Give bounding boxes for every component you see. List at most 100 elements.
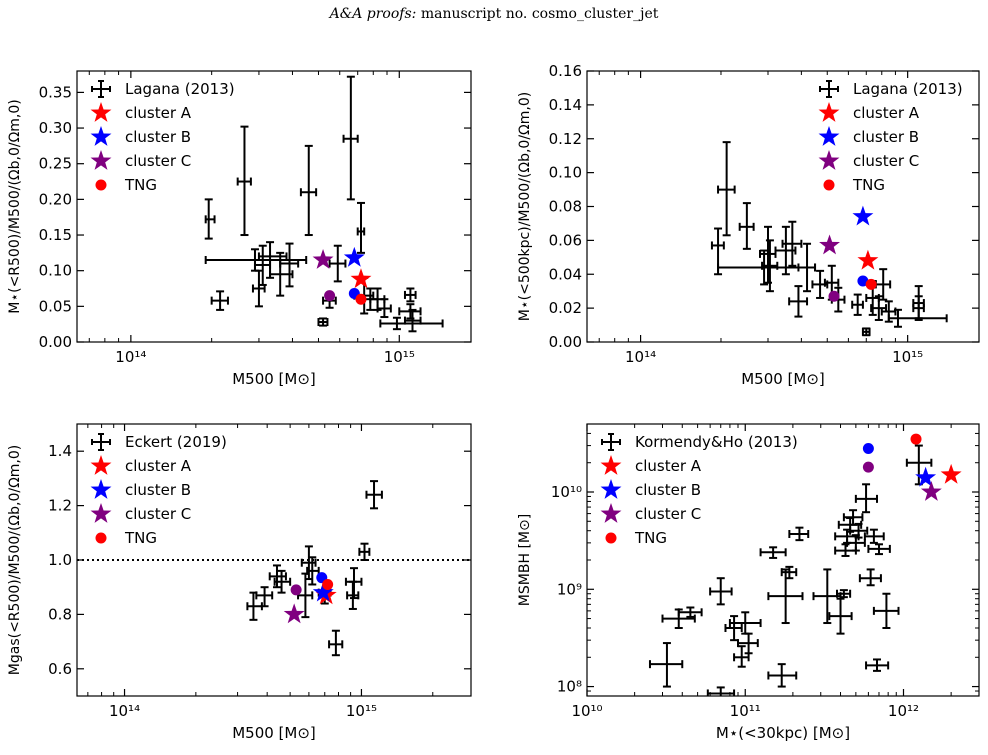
y-tick-label: 10⁹ <box>557 580 582 598</box>
legend-dot-icon <box>95 532 107 544</box>
errorbar-point <box>849 522 869 539</box>
marker-dot-tng <box>322 578 334 590</box>
legend-star-icon <box>818 150 840 170</box>
legend-label: cluster C <box>853 152 919 170</box>
panel-bl: 10¹⁴ 10¹⁵ 0.6 0.8 1.0 1.2 1.4 M500 [M⊙] Mgas(<R5… <box>7 423 472 742</box>
errorbar-point <box>905 444 933 486</box>
marker-dot-cluster-c <box>290 584 302 596</box>
errorbar-point <box>854 483 878 514</box>
legend: Lagana (2013) cluster A cluster B cluster C… <box>90 80 235 194</box>
errorbar-point <box>328 629 344 657</box>
legend-label: cluster B <box>853 128 919 146</box>
errorbar-point <box>872 592 900 629</box>
y-tick-label: 0.00 <box>549 333 582 351</box>
errorbar-point <box>759 225 777 284</box>
legend-label: cluster C <box>125 505 191 523</box>
marker-star-cluster-b <box>915 466 937 487</box>
legend-label: cluster A <box>125 457 192 475</box>
errorbar-point <box>365 480 383 510</box>
y-tick-label: 0.02 <box>549 299 582 317</box>
legend-star-icon <box>90 150 112 170</box>
errorbar-point <box>346 580 360 610</box>
journal-name: A&A proofs: <box>329 6 417 22</box>
legend-label: cluster C <box>125 152 191 170</box>
y-tick-label: 0.10 <box>39 262 72 280</box>
legend-label: Eckert (2019) <box>125 433 227 451</box>
y-tick-label: 0.14 <box>549 96 582 114</box>
y-tick-label: 10⁸ <box>557 678 582 696</box>
marker-dot-cluster-c <box>828 290 840 302</box>
errorbar-point <box>767 663 798 688</box>
y-axis-label: MSMBH [M⊙] <box>517 514 533 606</box>
x-tick-label: 10¹⁰ <box>571 702 602 720</box>
legend-label: Lagana (2013) <box>125 80 235 98</box>
legend-label: cluster A <box>853 104 920 122</box>
errorbar-point <box>344 567 363 600</box>
errorbar-point <box>761 239 779 293</box>
y-tick-label: 0.8 <box>48 605 72 623</box>
y-tick-label: 1.4 <box>48 442 72 460</box>
errorbar-point <box>870 295 888 321</box>
x-tick-label: 10¹⁵ <box>346 702 377 720</box>
errorbar-point <box>797 242 817 293</box>
errorbar-point <box>253 244 272 286</box>
x-axis-label: M500 [M⊙] <box>741 370 825 388</box>
x-tick-label: 10¹⁵ <box>892 348 923 366</box>
legend-dot-icon <box>95 179 107 191</box>
errorbar-point <box>912 285 925 320</box>
lagana-series <box>710 141 948 337</box>
errorbar-point <box>648 642 684 688</box>
panel-tr: 10¹⁴ 10¹⁵ 0.00 0.02 0.04 0.06 0.08 0.10 0.12 0.14… <box>517 62 980 388</box>
y-tick-label: 0.05 <box>39 297 72 315</box>
errorbar-point <box>724 615 743 642</box>
y-tick-label: 0.6 <box>48 660 72 678</box>
x-tick-label: 10¹⁴ <box>625 348 656 366</box>
legend-label: TNG <box>124 176 157 194</box>
marker-dot-cluster-c <box>862 461 874 473</box>
errorbar-point <box>865 658 890 672</box>
y-tick-label: 0.10 <box>549 164 582 182</box>
y-axis-label: Mgas(<R500)/M500/(Ωb,0/Ωm,0) <box>7 445 23 675</box>
lagana-series <box>648 444 933 696</box>
errorbar-point <box>861 327 871 337</box>
legend-label: TNG <box>852 176 885 194</box>
errorbar-point <box>788 285 809 318</box>
errorbar-point <box>297 572 314 619</box>
errorbar-point <box>279 242 300 288</box>
legend-dot-icon <box>605 532 617 544</box>
marker-dot-tng <box>865 278 877 290</box>
legend-star-icon <box>818 102 840 122</box>
x-tick-label: 10¹⁴ <box>109 702 140 720</box>
errorbar-point <box>268 564 287 589</box>
marker-dot-tng <box>910 433 922 445</box>
legend-star-icon <box>90 503 112 523</box>
marker-star-cluster-b <box>312 581 334 602</box>
errorbar-point <box>255 586 274 608</box>
errorbar-point <box>403 287 417 303</box>
errorbar-point <box>842 509 864 526</box>
legend-star-icon <box>600 455 622 475</box>
errorbar-point <box>717 141 736 237</box>
legend-label: Lagana (2013) <box>853 80 963 98</box>
errorbar-point <box>403 308 422 333</box>
marker-star-cluster-c <box>312 248 334 269</box>
page-header: A&A proofs: manuscript no. cosmo_cluster… <box>0 6 988 22</box>
errorbar-point <box>306 556 320 586</box>
errorbar-point <box>376 298 392 319</box>
legend-label: cluster A <box>635 457 702 475</box>
legend-label: TNG <box>124 529 157 547</box>
x-tick-label: 10¹⁵ <box>384 348 415 366</box>
x-axis-label: M500 [M⊙] <box>232 724 316 742</box>
y-axis-label: M⋆(<R500)/M500/(Ωb,0/Ωm,0) <box>7 99 23 313</box>
errorbar-point <box>246 591 263 621</box>
y-tick-label: 0.20 <box>39 190 72 208</box>
marker-dot-cluster-c <box>324 290 336 302</box>
legend-errorbar-icon <box>91 80 111 98</box>
errorbar-point <box>858 568 882 587</box>
lagana-series <box>246 480 383 657</box>
y-tick-label: 0.30 <box>39 119 72 137</box>
y-tick-label: 0.08 <box>549 198 582 216</box>
marker-star-cluster-c <box>819 234 841 255</box>
legend-errorbar-icon <box>91 433 111 451</box>
